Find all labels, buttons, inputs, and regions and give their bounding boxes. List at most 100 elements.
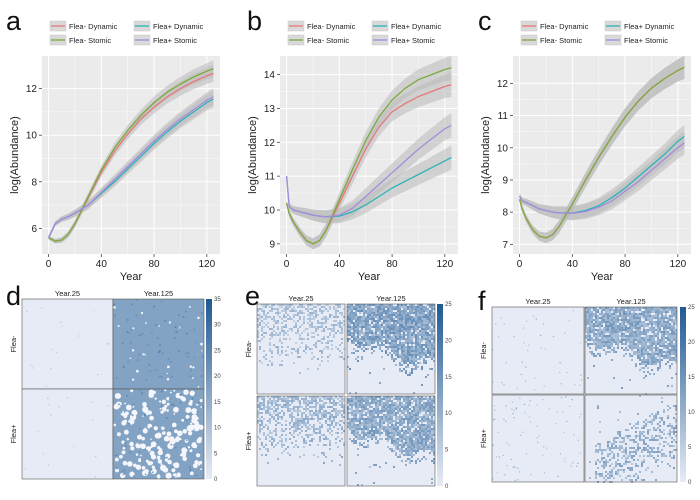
cell-pixel (397, 422, 399, 424)
cell-pixel (369, 328, 371, 330)
cell-speck (155, 473, 158, 476)
cell-pixel (407, 316, 409, 318)
cell-pixel (271, 362, 273, 364)
cell-pixel (667, 353, 669, 355)
cell-pixel (357, 346, 359, 348)
cell-pixel (433, 318, 435, 320)
cell-pixel (389, 304, 391, 306)
cell-pixel (611, 335, 613, 337)
cell-pixel (643, 317, 645, 319)
cell-pixel (613, 443, 615, 445)
cell-pixel (415, 310, 417, 312)
cell-pixel (401, 440, 403, 442)
cell-pixel (389, 326, 391, 328)
cell-pixel (339, 454, 341, 456)
cell-pixel (337, 324, 339, 326)
cell-pixel (399, 330, 401, 332)
cell-speck (171, 375, 173, 378)
cell-pixel (413, 444, 415, 446)
cell-pixel (675, 317, 677, 319)
cell-dot (563, 460, 565, 462)
cell-pixel (617, 343, 619, 345)
cell-pixel (297, 426, 299, 428)
cell-pixel (399, 408, 401, 410)
cell-pixel (401, 330, 403, 332)
cell-pixel (367, 330, 369, 332)
cell-pixel (379, 400, 381, 402)
cell-pixel (371, 340, 373, 342)
cell-pixel (629, 323, 631, 325)
cell-pixel (669, 425, 671, 427)
cell-pixel (335, 310, 337, 312)
cell-pixel (619, 313, 621, 315)
cell-gap (166, 396, 170, 401)
cell-pixel (307, 400, 309, 402)
cell-pixel (317, 326, 319, 328)
cell-pixel (657, 359, 659, 361)
cell-pixel (347, 412, 349, 414)
cell-pixel (421, 354, 423, 356)
cell-pixel (407, 364, 409, 366)
cell-pixel (637, 413, 639, 415)
cell-pixel (357, 454, 359, 456)
cell-dot (78, 335, 80, 337)
cell-pixel (379, 426, 381, 428)
cell-pixel (381, 312, 383, 314)
cell-pixel (655, 363, 657, 365)
cell-pixel (395, 422, 397, 424)
cell-pixel (395, 320, 397, 322)
cell-pixel (317, 328, 319, 330)
cell-pixel (635, 309, 637, 311)
cell-pixel (431, 442, 433, 444)
cell-speck (122, 473, 125, 476)
cell-pixel (641, 325, 643, 327)
cell-pixel (377, 442, 379, 444)
cell-pixel (635, 323, 637, 325)
cell-pixel (607, 351, 609, 353)
cell-pixel (417, 310, 419, 312)
cell-pixel (429, 414, 431, 416)
cell-pixel (417, 312, 419, 314)
cell-pixel (433, 402, 435, 404)
cell-pixel (365, 396, 367, 398)
cell-pixel (391, 348, 393, 350)
cell-pixel (421, 404, 423, 406)
cell-pixel (271, 402, 273, 404)
cell-pixel (385, 328, 387, 330)
cell-pixel (259, 448, 261, 450)
cell-pixel (615, 329, 617, 331)
cell-pixel (313, 454, 315, 456)
cell-pixel (325, 304, 327, 306)
cell-speck (123, 469, 126, 472)
cell-pixel (309, 320, 311, 322)
cell-pixel (395, 404, 397, 406)
cell-pixel (413, 408, 415, 410)
cell-pixel (405, 338, 407, 340)
cell-pixel (433, 328, 435, 330)
cell-dot (503, 384, 505, 386)
cell-pixel (421, 434, 423, 436)
cell-pixel (419, 438, 421, 440)
cell-pixel (603, 335, 605, 337)
cell-pixel (373, 308, 375, 310)
y-tick-label: 12 (497, 79, 509, 90)
cell-gap (151, 442, 156, 447)
cell-pixel (647, 341, 649, 343)
cell-pixel (427, 432, 429, 434)
cell-pixel (669, 317, 671, 319)
cell-pixel (391, 318, 393, 320)
cell-pixel (585, 335, 587, 337)
cell-pixel (387, 334, 389, 336)
cell-pixel (407, 358, 409, 360)
cell-pixel (587, 309, 589, 311)
cell-pixel (315, 414, 317, 416)
cell-pixel (397, 308, 399, 310)
cell-pixel (433, 440, 435, 442)
cell-pixel (643, 341, 645, 343)
cell-pixel (327, 438, 329, 440)
cell-pixel (631, 327, 633, 329)
cell-pixel (373, 316, 375, 318)
cell-pixel (639, 329, 641, 331)
cell-pixel (307, 368, 309, 370)
cell-pixel (645, 363, 647, 365)
